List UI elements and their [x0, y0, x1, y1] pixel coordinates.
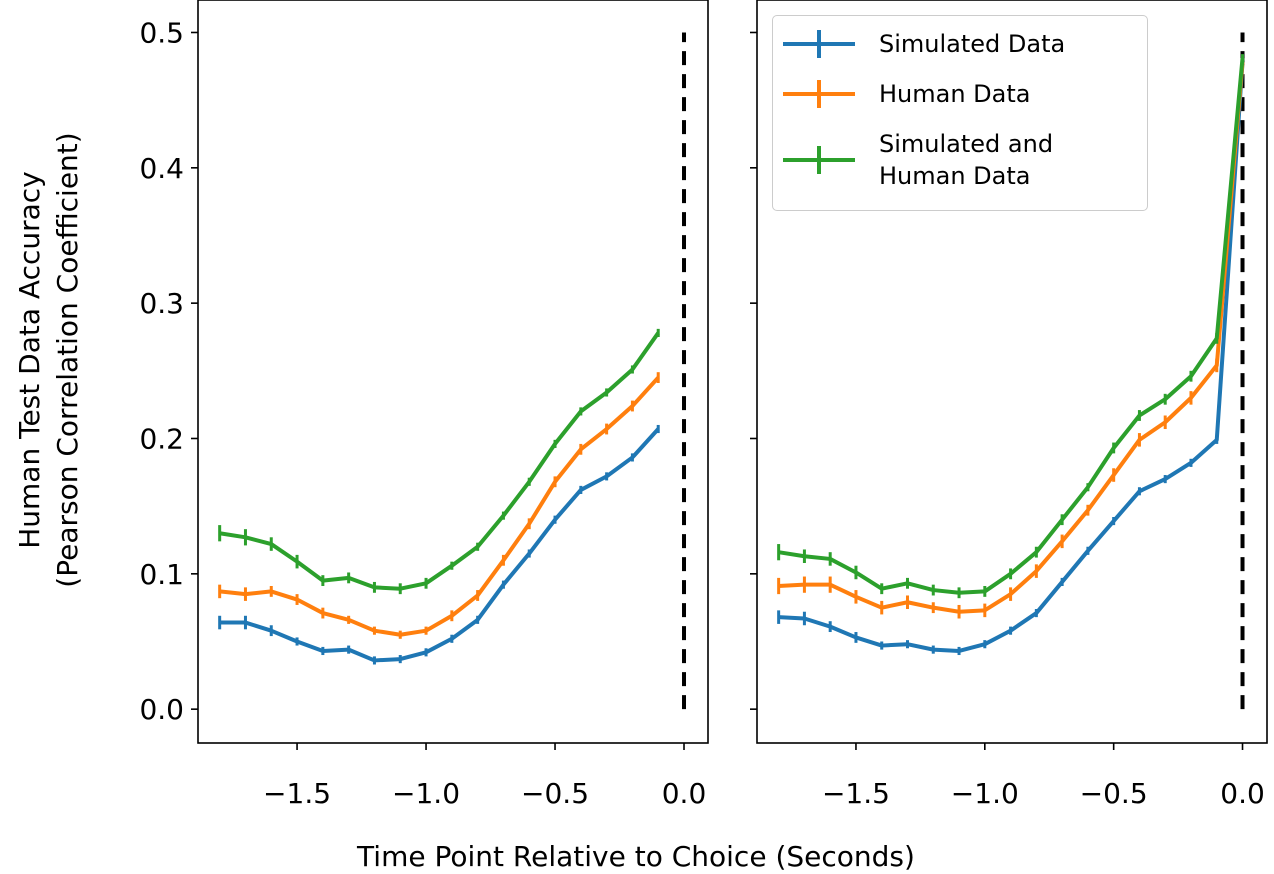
x-tick-label: −0.5	[1080, 777, 1148, 810]
y-tick-label: 0.4	[139, 152, 184, 185]
y-tick-label: 0.2	[139, 422, 184, 455]
legend-swatch	[783, 30, 855, 58]
legend: Simulated Data Human Data Simulated and Hu…	[772, 15, 1148, 211]
x-tick-label: −0.5	[521, 777, 589, 810]
legend-item: Simulated Data	[773, 28, 1147, 60]
x-tick-label: −1.5	[263, 777, 331, 810]
x-axis-label: Time Point Relative to Choice (Seconds)	[356, 840, 915, 873]
legend-label: Simulated Data	[879, 30, 1066, 58]
series-line	[219, 376, 660, 637]
y-tick-label: 0.5	[139, 16, 184, 49]
axes-frame	[756, 0, 1268, 744]
legend-swatch	[783, 80, 855, 108]
y-tick-label: 0.1	[139, 558, 184, 591]
legend-item: Simulated and Human Data	[773, 128, 1147, 192]
y-tick-label: 0.3	[139, 287, 184, 320]
x-tick-label: 0.0	[1220, 777, 1265, 810]
x-tick-label: −1.5	[822, 777, 890, 810]
y-axis-label: Human Test Data Accuracy (Pearson Correl…	[13, 132, 84, 588]
x-tick-label: 0.0	[662, 777, 707, 810]
series-line	[219, 427, 660, 663]
legend-swatch	[783, 146, 855, 174]
legend-label: Human Data	[879, 80, 1031, 108]
y-tick-label: 0.0	[139, 693, 184, 726]
x-tick-label: −1.0	[951, 777, 1019, 810]
legend-item: Human Data	[773, 78, 1147, 110]
legend-label: Simulated and Human Data	[879, 130, 1054, 190]
axes-frame	[197, 0, 709, 744]
x-tick-label: −1.0	[392, 777, 460, 810]
series-line	[219, 331, 660, 591]
